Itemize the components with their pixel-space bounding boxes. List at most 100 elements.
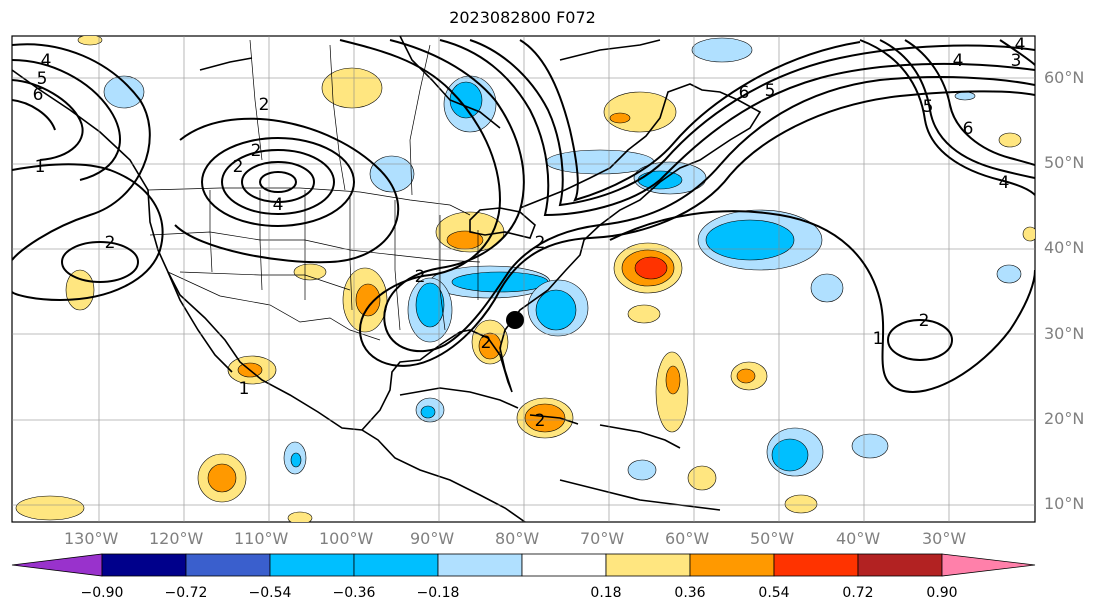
contour-label: 2 [105,233,116,253]
colorbar-tick-label: 0.90 [926,585,958,601]
contour-label: 5 [37,69,48,89]
colorbar-segment [689,553,775,577]
contour-label: 1 [35,157,46,177]
colorbar-tick-label: 0.54 [758,585,790,601]
contour-label: 4 [41,51,52,71]
contour-label: 3 [1011,51,1022,71]
fill-positive [1022,226,1035,242]
colorbar [11,553,1036,577]
fill-positive [784,494,818,514]
political-borders [147,39,481,341]
contour-label: 2 [233,157,244,177]
colorbar-segment [269,553,355,577]
contour-label: 4 [273,195,284,215]
colorbar-extend-right [941,553,1036,577]
fill-negative [810,273,844,303]
contour-label: 6 [33,85,44,105]
fill-positive [65,269,95,311]
fill-negative [415,282,445,328]
colorbar-extend-left [11,553,103,577]
lon-label: 80°W [495,529,540,548]
lon-label: 90°W [410,529,455,548]
lon-label: 130°W [64,529,119,548]
fill-positive [15,495,85,521]
contour-label: 2 [535,411,546,431]
lon-label: 50°W [750,529,795,548]
graticule [12,36,1035,522]
map-title: 2023082800 F072 [449,8,596,27]
colorbar-tick-label: −0.54 [248,585,292,601]
fill-negative [771,438,809,472]
colorbar-segment [185,553,271,577]
fill-positive [287,511,313,522]
fill-negative [420,405,436,419]
lon-label: 40°W [836,529,881,548]
fill-negative [996,264,1022,284]
contour-label: 6 [739,83,750,103]
contour-label: 1 [239,379,250,399]
colorbar-segment [353,553,439,577]
fill-negative [369,155,415,193]
lat-label: 30°N [1044,324,1085,343]
colorbar-tick-label: 0.18 [590,585,622,601]
lon-label: 110°W [234,529,289,548]
colorbar-tick-label: −0.90 [80,585,124,601]
colorbar-segment [773,553,859,577]
contour-value-labels: 4 5 6 2 1 2 2 4 2 2 2 1 2 2 6 5 5 4 6 4 … [33,35,1026,431]
fill-negative [627,459,657,481]
lon-label: 70°W [580,529,625,548]
contour-label: 2 [259,95,270,115]
contour-lines [12,39,1035,393]
fill-positive [603,91,677,133]
fill-positive [355,283,381,317]
storm-center-marker [506,311,524,329]
colorbar-tick-label: −0.18 [416,585,460,601]
fill-negative [954,91,976,101]
lat-label: 50°N [1044,153,1085,172]
contour-label: 2 [535,233,546,253]
lon-label: 30°W [922,529,967,548]
fill-negative [290,452,302,468]
colorbar-tick-label: −0.36 [332,585,376,601]
colorbar-segment [437,553,523,577]
fill-negative [103,75,145,109]
fill-positive [524,403,566,433]
colorbar-tick-label: −0.72 [164,585,208,601]
fill-positive [627,304,661,324]
lon-label: 60°W [665,529,710,548]
fill-negative [851,433,889,459]
colorbar-tick-label: 0.36 [674,585,706,601]
colorbar-segment [521,553,607,577]
contour-label: 5 [923,97,934,117]
contour-label: 6 [963,119,974,139]
lon-label: 100°W [319,529,374,548]
contour-label: 2 [415,267,426,287]
fill-positive [736,368,756,384]
lat-label: 40°N [1044,238,1085,257]
colorbar-segment [101,553,187,577]
fill-positive [998,132,1022,148]
fill-positive [665,365,681,395]
contour-label: 2 [919,311,930,331]
contour-label: 1 [873,329,884,349]
fill-positive [609,112,631,124]
contour-label: 4 [953,51,964,71]
contour-label: 2 [251,141,262,161]
colorbar-tick-label: 0.72 [842,585,874,601]
contour-label: 5 [765,81,776,101]
lat-label: 20°N [1044,409,1085,428]
fill-positive [687,465,717,491]
contour-label: 4 [999,173,1010,193]
fill-positive [293,263,327,281]
lat-label: 60°N [1044,68,1085,87]
fill-positive [634,256,668,280]
fill-negative [705,219,795,261]
lon-label: 120°W [149,529,204,548]
fill-positive [77,36,103,46]
colorbar-segment [857,553,943,577]
colorbar-segment [605,553,691,577]
lat-label: 10°N [1044,494,1085,513]
contour-label: 4 [1015,35,1026,55]
fill-negative [449,81,483,119]
